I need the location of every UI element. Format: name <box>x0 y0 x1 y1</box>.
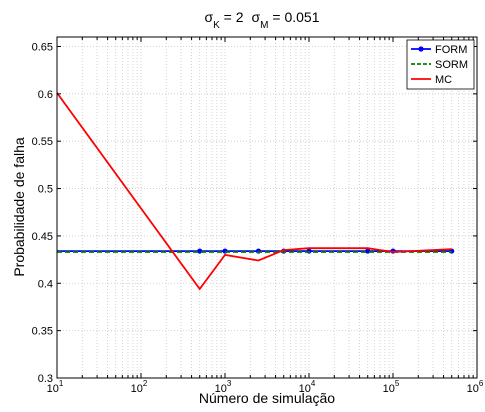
series-layer <box>56 92 455 291</box>
y-tick-label: 0.6 <box>38 89 53 101</box>
x-tick-label: 101 <box>47 379 64 395</box>
x-tick-label: 102 <box>131 379 148 395</box>
x-tick-label: 103 <box>215 379 232 395</box>
legend-label: FORM <box>435 44 467 56</box>
x-tick-base: 10 <box>47 383 59 395</box>
legend-label: SORM <box>435 59 468 71</box>
y-tick-label: 0.65 <box>32 41 53 53</box>
x-tick-label: 105 <box>383 379 400 395</box>
plot-frame <box>56 36 478 379</box>
y-tick-label: 0.5 <box>38 184 53 196</box>
legend: FORM SORM MC <box>406 39 475 90</box>
y-tick-label: 0.35 <box>32 326 53 338</box>
x-tick-base: 10 <box>383 383 395 395</box>
x-tick-base: 10 <box>299 383 311 395</box>
y-tick-label: 0.55 <box>32 136 53 148</box>
legend-label: MC <box>435 74 452 86</box>
x-tick-exponent: 1 <box>59 379 64 388</box>
y-tick-label: 0.3 <box>38 373 53 385</box>
x-tick-label: 104 <box>299 379 316 395</box>
x-tick-exponent: 4 <box>311 379 316 388</box>
x-tick-exponent: 5 <box>395 379 400 388</box>
x-tick-base: 10 <box>215 383 227 395</box>
y-axis-label: Probabilidade de falha <box>11 137 27 277</box>
x-tick-exponent: 2 <box>143 379 148 388</box>
y-tick-label: 0.4 <box>38 278 53 290</box>
x-tick-base: 10 <box>467 383 479 395</box>
x-tick-label: 106 <box>467 379 484 395</box>
mc-line <box>56 92 452 291</box>
x-tick-exponent: 6 <box>479 379 484 388</box>
x-tick-exponent: 3 <box>227 379 232 388</box>
x-tick-base: 10 <box>131 383 143 395</box>
legend-marker <box>418 46 424 52</box>
chart-title: σK = 2 σM = 0.051 <box>204 9 319 31</box>
y-tick-label: 0.45 <box>32 231 53 243</box>
x-axis-label: Número de simulação <box>199 390 335 406</box>
